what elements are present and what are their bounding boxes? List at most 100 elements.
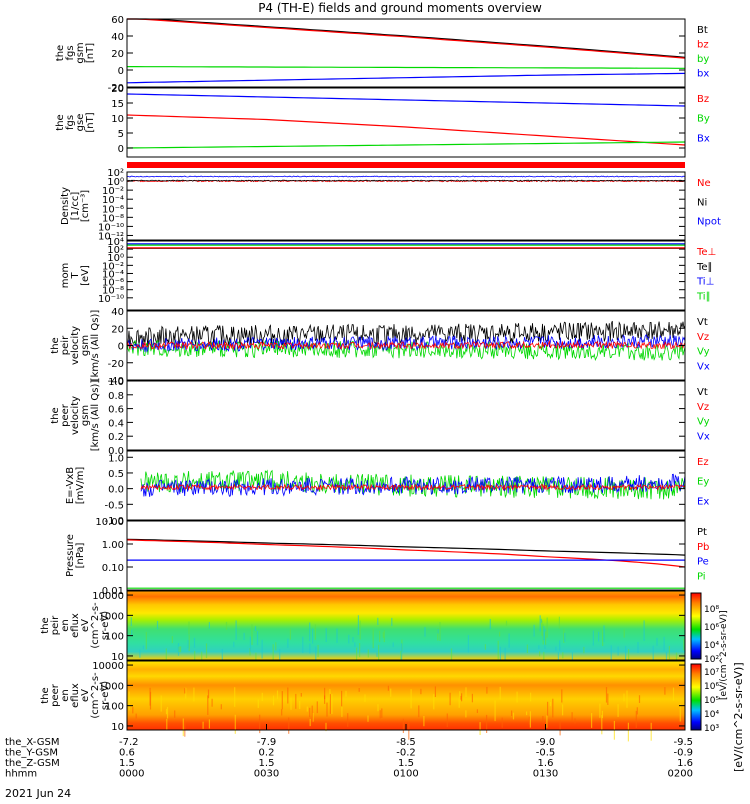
series-fgs-bx <box>126 72 686 84</box>
ylabel-peir_en: peir <box>50 615 61 635</box>
heatmap-streak <box>526 644 528 653</box>
heatmap-streak <box>484 644 486 650</box>
ytick-label: 10⁻⁴ <box>102 269 124 280</box>
ytick-label: 20 <box>111 324 124 335</box>
heatmap-streak <box>499 646 501 667</box>
ylabel-temp: mom <box>60 263 71 289</box>
heatmap-streak <box>208 719 210 729</box>
time-axis-value: 0130 <box>533 769 558 780</box>
heatmap-streak <box>387 685 389 691</box>
ytick-label: 10⁻⁶ <box>102 204 124 215</box>
series-fgs-Bt <box>127 18 686 58</box>
time-axis-value: 0200 <box>668 769 693 780</box>
legend-temp-0: Te⊥ <box>696 247 716 258</box>
heatmap-streak <box>184 720 186 737</box>
heatmap-streak <box>538 645 540 650</box>
time-axis-value: -7.2 <box>119 737 139 748</box>
time-axis-value: -7.9 <box>257 737 277 748</box>
ytick-label: 10 <box>111 722 124 733</box>
heatmap-streak <box>552 698 554 718</box>
frame-peir_en <box>126 590 686 661</box>
ylabel-fgs_gse: [nT] <box>85 112 96 132</box>
heatmap-streak <box>650 722 652 741</box>
heatmap-streak <box>668 645 670 660</box>
series-efield-Ez <box>140 483 686 492</box>
heatmap-streak <box>329 694 331 714</box>
ytick-label: 10⁻¹⁰ <box>98 222 124 233</box>
heatmap-streak <box>193 637 196 648</box>
colorbar-peir-gradient <box>690 592 702 660</box>
legend-pressure-0: Pt <box>697 527 707 538</box>
heatmap-streak <box>166 706 169 719</box>
heatmap-streak <box>272 695 275 706</box>
heatmap-streak <box>679 704 681 722</box>
frame-density <box>126 171 686 241</box>
ylabel-fgs_gse: fgs <box>65 115 76 130</box>
panel-pressure: 10.00 1.00 0.10 0.01 Pressure [nPa] Pt Pb Pe Pi <box>65 517 709 597</box>
heatmap-streak <box>542 716 544 723</box>
heatmap-streak <box>497 640 499 660</box>
heatmap-streak <box>504 647 506 668</box>
heatmap-streak <box>434 686 436 697</box>
ytick-label: -20 <box>108 359 124 370</box>
heatmap-streak <box>276 690 279 699</box>
colorbar-peer: 10⁷ 10⁶ 10⁵ 10⁴ 10³ <box>690 663 719 734</box>
legend-temp-1: Te∥ <box>696 262 713 273</box>
ylabel-peir_vel: [km/s (All Qs)] <box>90 310 101 382</box>
legend-peer_vel-1: Vz <box>697 402 709 413</box>
heatmap-streak <box>628 649 630 665</box>
heatmap-streak <box>410 689 412 709</box>
heatmap-streak <box>546 617 548 638</box>
heatmap-streak <box>383 630 385 643</box>
heatmap-streak <box>290 697 292 710</box>
ytick-label: 10 <box>111 652 124 663</box>
heatmap-streak <box>311 705 313 722</box>
heatmap-streak <box>165 708 168 715</box>
series-peir_vel-Vz <box>126 339 686 351</box>
heatmap-streak <box>494 700 496 722</box>
heatmap-streak <box>129 626 131 635</box>
heatmap-streak <box>627 722 629 742</box>
heatmap-streak <box>529 711 531 728</box>
ylabel-peer_vel: [km/s (All Qs)] <box>90 380 101 452</box>
ytick-label: 10000 <box>92 661 124 672</box>
series-efield-Ey <box>140 469 686 500</box>
ytick-label: 10⁻⁸ <box>102 286 124 297</box>
series-peir_vel-Vy <box>126 339 686 361</box>
heatmap-streak <box>166 718 168 731</box>
ylabel-density: Density <box>60 187 71 225</box>
heatmap-streak <box>171 636 173 644</box>
panel-peer_en: 10000 1000 100 10 the peer en eflux eV (cm^2-s-sr… <box>40 660 686 742</box>
legend-density-2: Npot <box>697 217 721 228</box>
frame-peer_vel <box>126 380 686 451</box>
heatmap-streak <box>233 641 235 648</box>
colorbar-peer-gradient <box>690 663 702 731</box>
ylabel-peer_en: the <box>40 687 51 703</box>
heatmap-streak <box>326 702 328 717</box>
ylabel-pressure: [nPa] <box>75 542 86 568</box>
ytick-label: 20 <box>111 49 124 60</box>
ytick-label: 1.0 <box>108 453 124 464</box>
heatmap-streak <box>254 626 257 631</box>
ytick-label: 0 <box>118 66 124 77</box>
ytick-label: 0.4 <box>108 418 124 429</box>
heatmap-streak <box>257 699 259 708</box>
heatmap-streak <box>207 689 210 699</box>
ylabel-peer_en: eflux <box>70 683 81 708</box>
heatmap-streak <box>526 711 528 716</box>
heatmap-streak <box>499 631 501 637</box>
time-axis-value: 0100 <box>393 769 418 780</box>
heatmap-streak <box>316 701 318 714</box>
heatmap-streak <box>479 722 481 735</box>
heatmap-streak <box>638 695 641 703</box>
heatmap-streak <box>194 650 196 665</box>
ytick-label: 10⁰ <box>107 253 124 264</box>
ytick-label: 0.8 <box>108 391 124 402</box>
heatmap-streak <box>312 713 314 722</box>
heatmap-streak <box>376 652 378 657</box>
legend-fgs_gse-0: Bz <box>697 94 709 105</box>
heatmap-streak <box>174 710 176 718</box>
panel-fgs_gse: 20 15 10 5 0 the fgs gse [nT] Bz By Bx <box>55 84 710 158</box>
